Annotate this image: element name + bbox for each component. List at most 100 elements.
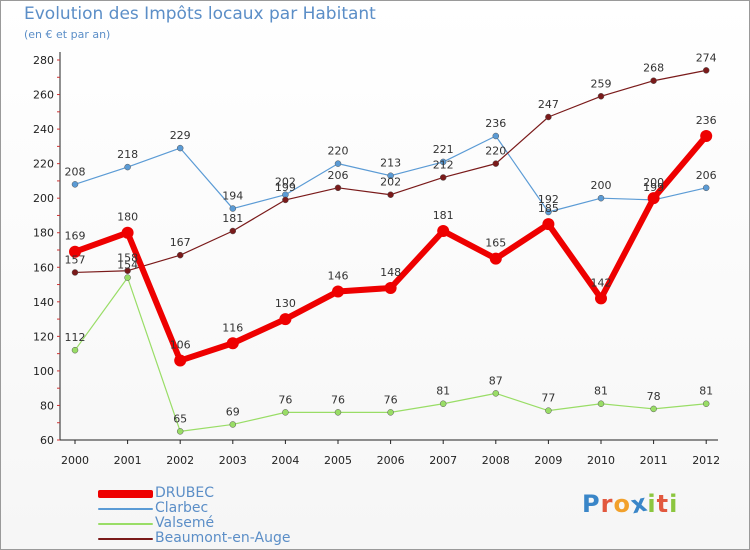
data-label-clarbec: 200 xyxy=(591,179,612,192)
data-point-drubec xyxy=(69,245,81,258)
data-label-clarbec: 218 xyxy=(117,148,138,161)
data-point-valsem- xyxy=(492,390,500,397)
data-point-valsem- xyxy=(176,428,184,435)
legend-label: Clarbec xyxy=(155,500,209,516)
legend-label: Beaumont-en-Auge xyxy=(155,530,291,546)
logo-letter: o xyxy=(613,490,631,518)
data-label-clarbec: 220 xyxy=(328,145,349,158)
logo-letter: i xyxy=(669,490,679,518)
data-label-valsem-: 76 xyxy=(278,393,292,406)
data-point-beaumont-en-auge xyxy=(492,160,500,167)
data-point-clarbec xyxy=(334,160,342,167)
data-point-drubec xyxy=(647,192,660,205)
data-label-beaumont-en-auge: 274 xyxy=(696,51,717,64)
data-label-valsem-: 81 xyxy=(436,385,450,398)
data-label-valsem-: 112 xyxy=(65,331,86,344)
series-line-valsem- xyxy=(74,277,707,432)
chart-subtitle: (en € et par an) xyxy=(24,28,111,41)
data-label-valsem-: 69 xyxy=(226,405,240,418)
data-point-clarbec xyxy=(439,158,447,166)
data-point-clarbec xyxy=(597,194,605,202)
data-point-drubec xyxy=(226,337,239,350)
x-tick-label: 2006 xyxy=(377,454,405,467)
data-label-clarbec: 199 xyxy=(643,181,664,194)
logo-letter: r xyxy=(600,490,614,518)
data-label-beaumont-en-auge: 220 xyxy=(485,145,506,158)
data-point-valsem- xyxy=(387,409,394,416)
data-label-drubec: 148 xyxy=(380,266,401,279)
data-label-drubec: 142 xyxy=(591,276,612,289)
data-point-beaumont-en-auge xyxy=(229,227,237,235)
data-label-valsem-: 81 xyxy=(594,385,608,398)
data-point-beaumont-en-auge xyxy=(387,191,394,198)
logo-letter: P xyxy=(582,490,601,518)
data-point-clarbec xyxy=(387,172,394,179)
legend-swatch xyxy=(98,508,153,510)
x-tick-label: 2002 xyxy=(166,454,194,467)
data-label-beaumont-en-auge: 206 xyxy=(328,169,349,182)
data-label-valsem-: 87 xyxy=(489,374,503,387)
x-tick-label: 2007 xyxy=(429,454,457,467)
x-tick-label: 2000 xyxy=(61,454,89,467)
data-point-valsem- xyxy=(71,346,79,354)
y-tick-label: 260 xyxy=(33,89,54,102)
data-point-clarbec xyxy=(545,208,552,216)
y-tick-label: 220 xyxy=(33,158,54,171)
data-label-beaumont-en-auge: 167 xyxy=(170,236,191,249)
y-tick-label: 280 xyxy=(33,54,54,67)
data-label-drubec: 181 xyxy=(433,209,454,222)
data-label-beaumont-en-auge: 158 xyxy=(117,252,138,265)
data-label-clarbec: 192 xyxy=(538,193,559,206)
data-point-drubec xyxy=(384,282,397,294)
series-lines xyxy=(69,67,713,435)
data-point-drubec xyxy=(121,226,134,239)
y-tick-label: 200 xyxy=(33,192,54,205)
y-tick-label: 60 xyxy=(40,434,54,447)
y-tick-label: 160 xyxy=(33,261,54,274)
y-tick-label: 120 xyxy=(33,330,54,343)
legend-swatch xyxy=(98,523,153,525)
data-point-beaumont-en-auge xyxy=(597,93,605,100)
x-tick-label: 2003 xyxy=(219,454,247,467)
axes: 60 80 100 120 140 160 180 200 220 240 260 280 2000 20… xyxy=(33,52,720,467)
data-label-beaumont-en-auge: 247 xyxy=(538,98,559,111)
data-label-drubec: 169 xyxy=(65,230,86,243)
data-label-clarbec: 221 xyxy=(433,143,454,156)
data-label-drubec: 165 xyxy=(485,237,506,250)
data-point-clarbec xyxy=(229,205,237,212)
data-point-valsem- xyxy=(229,421,237,428)
data-point-drubec xyxy=(542,218,555,231)
data-label-drubec: 185 xyxy=(538,202,559,215)
data-point-valsem- xyxy=(439,400,447,407)
data-label-beaumont-en-auge: 268 xyxy=(643,62,664,75)
x-tick-label: 2001 xyxy=(114,454,142,467)
logo-letter: t xyxy=(656,490,670,518)
chart-title: Evolution des Impôts locaux par Habitant xyxy=(24,4,376,24)
data-label-beaumont-en-auge: 181 xyxy=(222,212,243,225)
data-label-drubec: 106 xyxy=(170,339,191,352)
data-label-drubec: 116 xyxy=(222,321,243,334)
line-chart: 60 80 100 120 140 160 180 200 220 240 260 280 2000 20… xyxy=(33,51,720,467)
data-point-valsem- xyxy=(124,274,131,281)
data-point-beaumont-en-auge xyxy=(124,267,131,274)
data-label-valsem-: 65 xyxy=(173,412,187,425)
data-label-beaumont-en-auge: 157 xyxy=(65,253,86,266)
data-label-clarbec: 213 xyxy=(380,157,401,170)
y-tick-label: 240 xyxy=(33,123,54,136)
data-point-beaumont-en-auge xyxy=(702,67,710,74)
data-point-valsem- xyxy=(545,407,552,414)
data-point-clarbec xyxy=(124,163,131,171)
legend-label: DRUBEC xyxy=(155,485,214,501)
legend-swatch xyxy=(98,538,153,540)
data-point-drubec xyxy=(595,292,607,305)
data-label-drubec: 146 xyxy=(328,269,349,282)
data-point-clarbec xyxy=(176,144,184,152)
data-label-drubec: 200 xyxy=(643,176,664,189)
data-label-valsem-: 154 xyxy=(117,259,138,272)
data-label-clarbec: 194 xyxy=(222,190,243,203)
data-label-valsem-: 81 xyxy=(699,385,713,398)
data-point-clarbec xyxy=(71,181,79,188)
proxiti-logo: Proxiti xyxy=(582,489,679,520)
